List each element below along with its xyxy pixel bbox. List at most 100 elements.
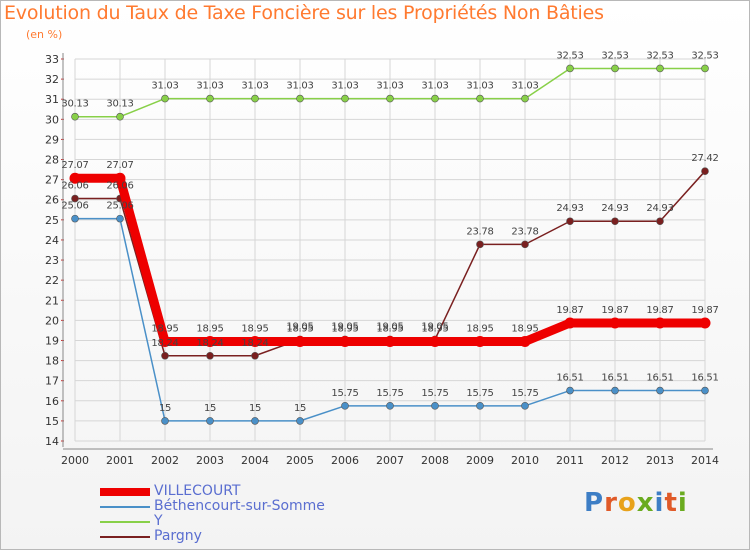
legend-label: Y [154, 513, 163, 529]
series-point-1 [296, 417, 304, 425]
y-tick-label: 17 [45, 375, 59, 388]
series-point-3 [71, 194, 79, 203]
data-label-2: 31.03 [196, 81, 223, 92]
x-tick-label: 2003 [196, 454, 224, 467]
data-label-0: 18.95 [196, 323, 223, 334]
logo-letter: t [664, 488, 678, 518]
x-tick-label: 2012 [601, 454, 629, 467]
data-label-2: 31.03 [421, 81, 448, 92]
logo-letter: r [604, 488, 618, 518]
series-point-2 [431, 94, 439, 103]
data-label-1: 15 [204, 403, 216, 414]
data-label-1: 16.51 [646, 373, 673, 384]
series-point-1 [341, 402, 349, 410]
y-tick-label: 27 [45, 174, 59, 187]
series-point-0 [294, 335, 306, 347]
series-point-0 [699, 317, 711, 329]
x-tick-label: 2011 [556, 454, 584, 467]
series-point-1 [386, 402, 394, 410]
series-point-3 [206, 351, 214, 360]
series-point-2 [206, 94, 214, 103]
data-label-3: 19.05 [376, 321, 403, 332]
data-label-0: 27.07 [61, 160, 88, 171]
x-tick-label: 2002 [151, 454, 179, 467]
y-tick-label: 16 [45, 395, 59, 408]
series-point-3 [656, 217, 664, 226]
data-label-3: 23.78 [466, 226, 493, 237]
series-point-0 [564, 317, 576, 329]
chart-title: Evolution du Taux de Taxe Foncière sur l… [4, 2, 604, 24]
data-label-0: 18.95 [151, 323, 178, 334]
data-label-0: 18.95 [331, 323, 358, 334]
x-tick-label: 2005 [286, 454, 314, 467]
series-point-0 [609, 317, 621, 329]
x-tick-label: 2004 [241, 454, 269, 467]
data-label-3: 19.05 [331, 321, 358, 332]
series-point-1 [656, 386, 664, 395]
data-label-3: 24.93 [646, 203, 673, 214]
data-label-2: 32.53 [691, 50, 718, 61]
data-label-2: 32.53 [601, 50, 628, 61]
data-label-1: 16.51 [556, 373, 583, 384]
logo-letter: P [584, 488, 605, 518]
series-point-2 [296, 94, 304, 103]
series-point-1 [161, 417, 169, 425]
y-tick-label: 33 [45, 53, 59, 66]
legend-label: Béthencourt-sur-Somme [154, 498, 325, 514]
data-label-3: 18.24 [241, 338, 268, 349]
series-point-3 [566, 217, 574, 226]
series-point-1 [476, 402, 484, 410]
data-label-0: 19.87 [691, 305, 718, 316]
data-label-1: 15.75 [376, 388, 403, 399]
data-label-1: 15.75 [511, 388, 538, 399]
series-point-2 [116, 112, 124, 121]
data-label-2: 31.03 [241, 81, 268, 92]
series-point-2 [611, 64, 619, 73]
series-point-0 [159, 335, 171, 347]
x-tick-label: 2014 [691, 454, 719, 467]
legend-label: Pargny [154, 528, 202, 544]
y-tick-label: 18 [45, 355, 59, 368]
y-tick-label: 21 [45, 294, 59, 307]
data-label-2: 31.03 [331, 81, 358, 92]
y-tick-label: 25 [45, 214, 59, 227]
y-tick-label: 14 [45, 435, 59, 448]
series-point-3 [701, 167, 709, 175]
series-point-2 [566, 64, 574, 73]
logo-letter: i [677, 488, 688, 518]
data-label-0: 18.95 [286, 323, 313, 334]
data-label-0: 18.95 [241, 323, 268, 334]
data-label-2: 32.53 [556, 50, 583, 61]
chart-plot: 14 15 16 17 18 19 20 21 22 23 24 25 26 27 28 29 30 31 32 33… [45, 50, 719, 467]
data-label-2: 31.03 [511, 81, 538, 92]
y-tick-label: 19 [45, 334, 59, 347]
series-point-3 [476, 240, 484, 249]
x-tick-label: 2001 [106, 454, 134, 467]
x-tick-label: 2000 [61, 454, 89, 467]
series-point-3 [161, 351, 169, 360]
series-point-1 [251, 417, 259, 425]
series-point-0 [114, 172, 126, 184]
data-label-3: 27.42 [691, 153, 718, 164]
y-tick-label: 28 [45, 154, 59, 167]
data-label-1: 25.06 [106, 201, 133, 212]
logo-letter: x [636, 488, 655, 518]
series-point-0 [249, 335, 261, 347]
series-point-2 [161, 94, 169, 103]
series-point-0 [519, 335, 531, 347]
x-tick-label: 2008 [421, 454, 449, 467]
data-label-2: 31.03 [376, 81, 403, 92]
series-point-1 [431, 402, 439, 410]
series-point-1 [71, 214, 79, 223]
data-label-3: 18.24 [151, 338, 178, 349]
data-label-0: 18.95 [466, 323, 493, 334]
data-label-1: 15.75 [466, 388, 493, 399]
data-label-2: 30.13 [106, 99, 133, 110]
series-point-2 [701, 64, 709, 73]
series-point-2 [386, 94, 394, 103]
series-point-2 [71, 112, 79, 121]
series-point-0 [384, 335, 396, 347]
data-label-1: 15 [294, 403, 306, 414]
y-tick-label: 29 [45, 133, 59, 146]
